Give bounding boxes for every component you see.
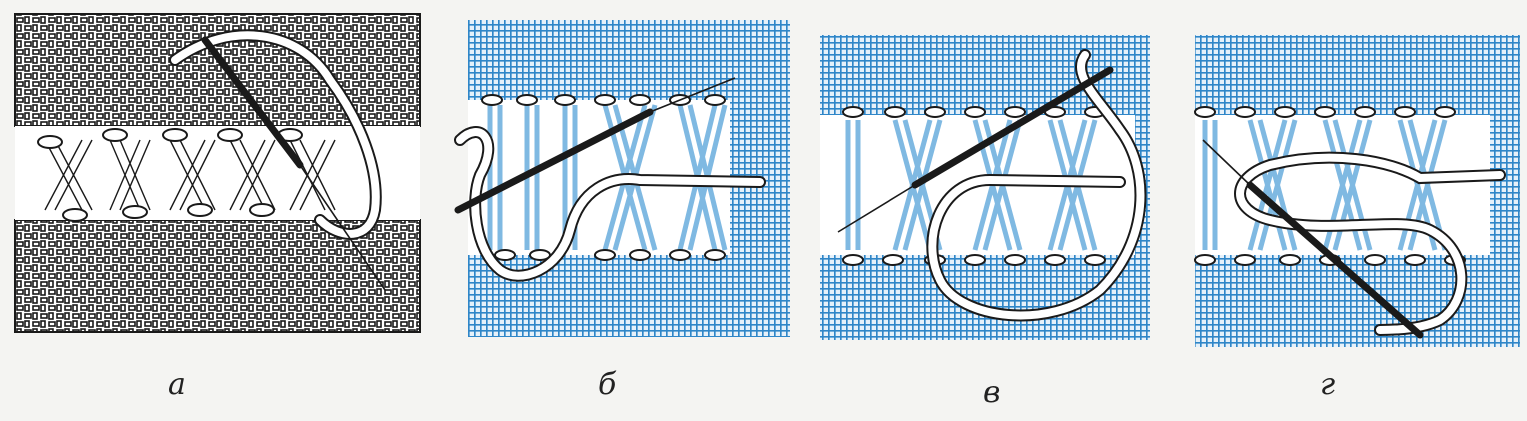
panel-g [1194, 35, 1520, 347]
caption-v: в [983, 375, 1001, 410]
fabric-bottom-b [468, 255, 790, 337]
needle-b [454, 108, 654, 214]
bundle-knots-a [37, 128, 303, 222]
needle-v [911, 66, 1114, 189]
fabric-bottom-g [1195, 255, 1520, 347]
fabric-top-b [468, 20, 790, 100]
caption-a: а [168, 367, 186, 402]
caption-b: б [598, 367, 617, 402]
fabric-bottom-v [820, 255, 1150, 340]
needle-a [201, 36, 304, 169]
panel-v [820, 35, 1150, 340]
bundle-knots-g [1194, 106, 1466, 266]
panel-b [454, 20, 790, 337]
bundle-knots-v [842, 106, 1106, 266]
fabric-top-a [14, 13, 421, 127]
thread-bundles-g [1202, 119, 1448, 251]
needle-g [1246, 181, 1424, 339]
panel-a [14, 13, 421, 333]
fabric-top-g [1195, 35, 1520, 115]
caption-g: г [1320, 367, 1336, 402]
open-band-a [15, 126, 420, 220]
